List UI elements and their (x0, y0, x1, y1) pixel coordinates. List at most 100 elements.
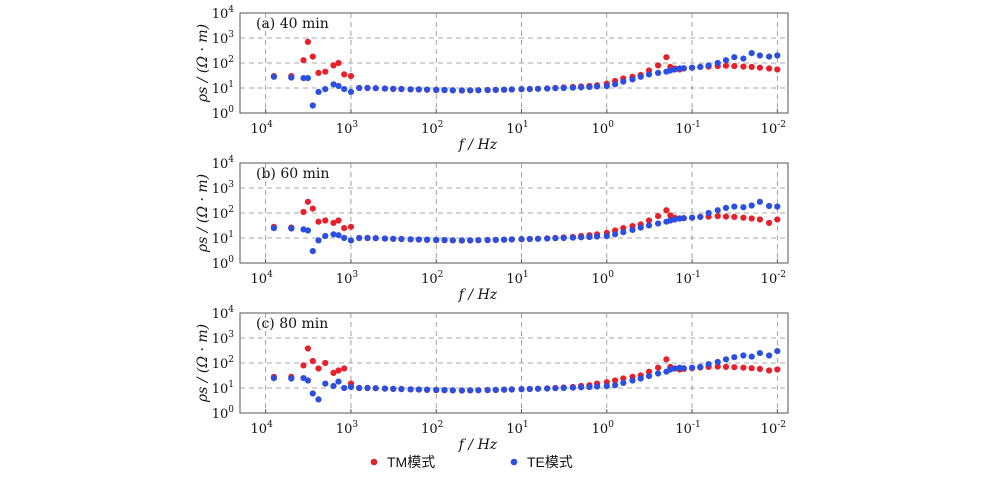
data-point (322, 217, 329, 224)
data-point (364, 84, 371, 92)
y-tick-exponent: 3 (228, 180, 234, 190)
data-point (309, 248, 316, 255)
y-tick-label: 100 (212, 105, 235, 122)
y-tick-exponent: 2 (228, 205, 234, 215)
data-point (315, 365, 322, 372)
x-tick-exponent: 3 (352, 420, 358, 430)
data-point (740, 55, 747, 62)
data-point (335, 59, 342, 67)
y-tick-exponent: 1 (228, 80, 234, 90)
data-point (330, 231, 337, 238)
data-point (270, 73, 277, 80)
data-point (748, 202, 755, 209)
x-axis-label: f / Hz (458, 137, 498, 153)
data-point (766, 219, 773, 226)
data-point (774, 348, 781, 355)
data-point (300, 208, 307, 216)
data-point (714, 213, 721, 220)
data-point (407, 236, 414, 243)
data-point (322, 380, 329, 387)
data-point (390, 385, 397, 392)
data-point (330, 382, 337, 390)
data-point (381, 385, 388, 392)
legend-label: TM模式 (387, 454, 435, 470)
data-point (774, 203, 781, 210)
data-point (731, 354, 738, 361)
data-point (748, 365, 755, 372)
y-tick-exponent: 4 (228, 155, 234, 165)
data-point (467, 237, 474, 244)
data-point (433, 236, 440, 243)
data-point (655, 364, 662, 371)
panel-title: (a) 40 min (256, 16, 329, 32)
data-point (347, 383, 355, 391)
data-point (322, 86, 329, 93)
x-tick-label: 104 (251, 420, 274, 437)
data-point (475, 237, 482, 244)
data-point (304, 227, 311, 234)
data-point (501, 86, 508, 93)
x-tick-exponent: 1 (523, 420, 529, 430)
data-point (645, 222, 653, 229)
data-point (288, 375, 295, 382)
data-point (748, 63, 755, 70)
data-point (689, 64, 696, 71)
x-tick-label: 104 (251, 270, 274, 287)
data-point (270, 225, 277, 232)
data-point (534, 85, 542, 92)
data-point (315, 396, 322, 403)
y-tick-exponent: 3 (228, 30, 234, 40)
data-point (300, 75, 307, 82)
legend-label: TE模式 (527, 454, 573, 470)
data-point (335, 378, 342, 385)
data-point (655, 370, 662, 377)
data-point (449, 87, 456, 94)
data-point (424, 386, 431, 393)
x-tick-exponent: -1 (692, 270, 701, 280)
data-point (501, 236, 508, 243)
data-point (341, 365, 348, 372)
x-tick-exponent: -2 (777, 270, 786, 280)
x-tick-label: 10-1 (675, 270, 700, 287)
data-point (407, 386, 414, 393)
data-point (740, 214, 747, 221)
data-point (594, 383, 601, 390)
data-point (304, 377, 311, 384)
data-point (441, 386, 448, 394)
data-point (415, 236, 422, 243)
data-point (364, 234, 371, 242)
legend-marker (510, 458, 518, 466)
x-tick-label: 100 (592, 270, 615, 287)
data-point (637, 73, 644, 80)
data-point (335, 232, 342, 239)
data-point (740, 352, 747, 359)
data-point (756, 216, 764, 223)
data-point (645, 373, 653, 380)
data-point (740, 364, 747, 371)
y-axis-label: ρs / (Ω · m) (195, 174, 211, 253)
x-tick-exponent: 4 (267, 120, 273, 130)
x-tick-exponent: 2 (438, 120, 444, 130)
data-point (458, 87, 465, 94)
x-tick-exponent: 2 (438, 420, 444, 430)
data-point (552, 385, 559, 392)
data-point (415, 386, 422, 393)
data-point (433, 386, 440, 393)
data-point (578, 84, 585, 91)
data-point (578, 384, 585, 391)
x-tick-label: 101 (506, 270, 528, 287)
x-tick-exponent: 1 (523, 120, 529, 130)
data-point (492, 386, 499, 393)
data-point (594, 233, 601, 240)
data-point (475, 387, 482, 394)
data-point (341, 71, 348, 78)
data-point (560, 84, 567, 92)
x-tick-exponent: 2 (438, 270, 444, 280)
data-point (304, 38, 311, 46)
y-tick-label: 102 (212, 55, 234, 72)
data-point (501, 386, 508, 393)
panel-title: (b) 60 min (256, 166, 329, 182)
data-point (398, 385, 405, 393)
data-point (484, 386, 491, 394)
